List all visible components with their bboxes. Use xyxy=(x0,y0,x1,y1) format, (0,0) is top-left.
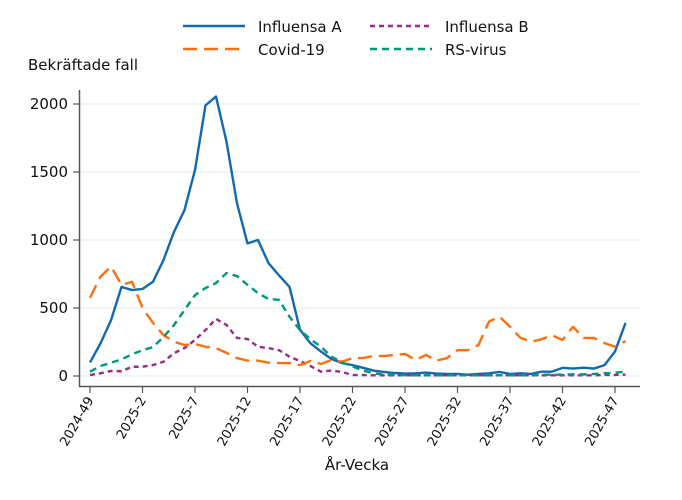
y-tick-label: 0 xyxy=(58,367,68,385)
series-line xyxy=(90,267,626,366)
x-tick-label: 2025-2 xyxy=(114,395,150,442)
x-axis-title: År-Vecka xyxy=(325,455,389,474)
series-lines xyxy=(90,97,626,376)
series-line xyxy=(90,97,626,375)
x-tick-label: 2025-42 xyxy=(530,395,570,450)
series-influensa-a xyxy=(90,97,626,375)
series-line xyxy=(90,273,626,375)
y-axis-title: Bekräftade fall xyxy=(28,56,138,74)
series-covid-19 xyxy=(90,267,626,366)
x-tick-label: 2025-22 xyxy=(320,395,360,450)
legend-label: Covid-19 xyxy=(258,41,325,59)
x-tick-label: 2024-49 xyxy=(57,395,97,450)
x-tick-label: 2025-12 xyxy=(215,395,255,450)
legend-item: Influensa B xyxy=(370,18,529,36)
axes xyxy=(79,90,640,387)
legend-item: RS-virus xyxy=(370,41,507,59)
x-tick-label: 2025-47 xyxy=(582,395,622,450)
y-tick-label: 1000 xyxy=(30,231,68,249)
y-tick-label: 2000 xyxy=(30,95,68,113)
legend-label: Influensa A xyxy=(258,18,342,36)
y-tick-label: 500 xyxy=(39,299,68,317)
x-ticks: 2024-49 2025-2 2025-7 2025-12 2025-17 2025-22… xyxy=(57,387,622,449)
x-tick-label: 2025-37 xyxy=(477,395,517,450)
x-tick-label: 2025-17 xyxy=(267,395,307,450)
series-rs-virus xyxy=(90,273,626,375)
legend-label: Influensa B xyxy=(445,18,529,36)
legend-item: Influensa A xyxy=(183,18,342,36)
legend: Influensa A Influensa B Covid-19 RS-virus xyxy=(183,18,529,59)
y-tick-label: 1500 xyxy=(30,163,68,181)
y-ticks: 0 500 1000 1500 2000 xyxy=(30,95,79,385)
legend-label: RS-virus xyxy=(445,41,507,59)
x-tick-label: 2025-7 xyxy=(166,395,202,442)
x-tick-label: 2025-32 xyxy=(425,395,465,450)
legend-item: Covid-19 xyxy=(183,41,325,59)
x-tick-label: 2025-27 xyxy=(372,395,412,450)
